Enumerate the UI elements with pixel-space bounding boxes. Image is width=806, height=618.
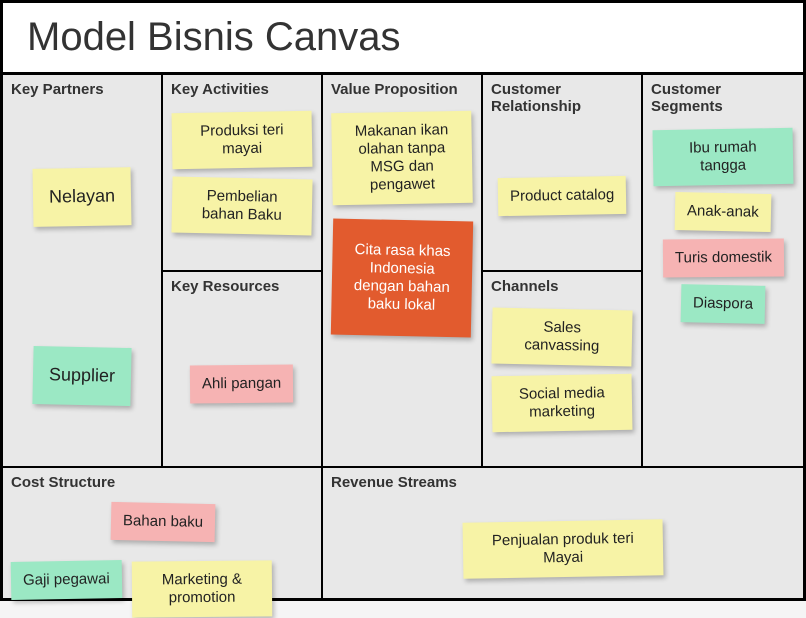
sticky-note: Diaspora bbox=[681, 284, 766, 324]
sticky-note: Gaji pegawai bbox=[11, 560, 122, 600]
title-bar: Model Bisnis Canvas bbox=[3, 3, 803, 75]
sticky-note: Social media marketing bbox=[492, 373, 633, 431]
sticky-note: Nelayan bbox=[32, 167, 131, 226]
cell-key-activities: Key Activities Produksi teri mayai Pembe… bbox=[163, 75, 323, 272]
cell-channels: Channels Sales canvassing Social media m… bbox=[483, 272, 643, 469]
cell-customer-segments: Customer Segments Ibu rumah tangga Anak-… bbox=[643, 75, 803, 468]
cell-title: Key Partners bbox=[11, 81, 153, 98]
cell-value-proposition: Value Proposition Makanan ikan olahan ta… bbox=[323, 75, 483, 468]
canvas-title: Model Bisnis Canvas bbox=[27, 15, 779, 60]
sticky-note: Ibu rumah tangga bbox=[653, 128, 794, 186]
cell-key-partners: Key Partners Nelayan Supplier bbox=[3, 75, 163, 468]
cell-customer-relationship: Customer Relationship Product catalog bbox=[483, 75, 643, 272]
sticky-note: Penjualan produk teri Mayai bbox=[463, 519, 664, 578]
sticky-note: Ahli pangan bbox=[190, 365, 294, 404]
cell-title: Value Proposition bbox=[331, 81, 473, 98]
cell-title: Cost Structure bbox=[11, 474, 313, 491]
sticky-note: Product catalog bbox=[498, 176, 627, 216]
bmc-grid: Key Partners Nelayan Supplier Key Activi… bbox=[3, 75, 803, 598]
sticky-note: Turis domestik bbox=[662, 238, 783, 277]
cell-title: Key Resources bbox=[171, 278, 313, 295]
cell-revenue-streams: Revenue Streams Penjualan produk teri Ma… bbox=[323, 468, 803, 598]
notes-container: Sales canvassing Social media marketing bbox=[491, 303, 633, 461]
sticky-note: Anak-anak bbox=[675, 192, 771, 232]
cell-title: Customer Relationship bbox=[491, 81, 633, 115]
cell-title: Channels bbox=[491, 278, 633, 295]
sticky-note: Produksi teri mayai bbox=[172, 111, 313, 169]
notes-container: Bahan baku Gaji pegawai Marketing & prom… bbox=[11, 499, 313, 617]
notes-container: Penjualan produk teri Mayai bbox=[331, 499, 795, 592]
sticky-note: Makanan ikan olahan tanpa MSG dan pengaw… bbox=[331, 111, 473, 205]
cell-key-resources: Key Resources Ahli pangan bbox=[163, 272, 323, 469]
sticky-note: Marketing & promotion bbox=[131, 560, 271, 617]
sticky-note: Cita rasa khas Indonesia dengan bahan ba… bbox=[331, 219, 473, 338]
cell-cost-structure: Cost Structure Bahan baku Gaji pegawai M… bbox=[3, 468, 323, 598]
sticky-note: Supplier bbox=[32, 346, 131, 406]
cell-title: Key Activities bbox=[171, 81, 313, 98]
sticky-note: Sales canvassing bbox=[491, 307, 632, 366]
cell-title: Revenue Streams bbox=[331, 474, 795, 491]
sticky-note: Bahan baku bbox=[111, 502, 216, 542]
sticky-note: Pembelian bahan Baku bbox=[171, 177, 312, 236]
cell-title: Customer Segments bbox=[651, 81, 795, 115]
notes-container: Nelayan Supplier bbox=[11, 106, 153, 460]
notes-container: Product catalog bbox=[491, 123, 633, 264]
notes-container: Ibu rumah tangga Anak-anak Turis domesti… bbox=[651, 123, 795, 460]
notes-container: Makanan ikan olahan tanpa MSG dan pengaw… bbox=[331, 106, 473, 460]
business-model-canvas: Model Bisnis Canvas Key Partners Nelayan… bbox=[0, 0, 806, 601]
notes-container: Produksi teri mayai Pembelian bahan Baku bbox=[171, 106, 313, 264]
notes-container: Ahli pangan bbox=[171, 303, 313, 461]
